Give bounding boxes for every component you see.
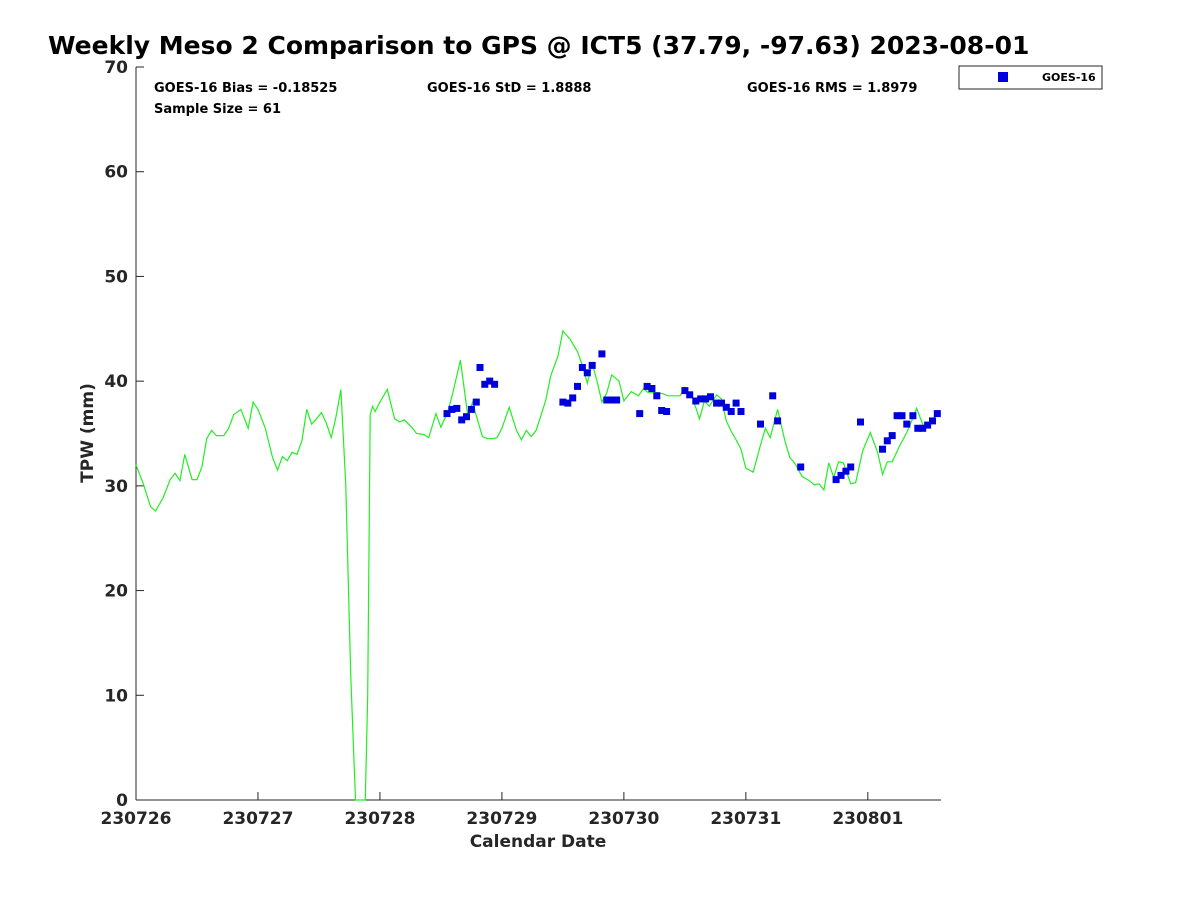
gps-tpw-line [135,329,941,801]
goes16-point [443,410,451,418]
x-tick-label: 230731 [710,809,781,829]
stat-sample-size: Sample Size = 61 [154,102,281,117]
goes16-point [486,377,494,385]
x-tick-label: 230801 [832,809,903,829]
goes16-point [598,350,606,358]
goes16-point [847,463,855,471]
goes16-point [929,417,936,425]
y-tick-label: 40 [104,372,128,392]
goes16-point [686,391,694,399]
goes16-point [707,393,714,401]
goes16-point [924,421,932,429]
y-tick-label: 0 [116,791,128,811]
goes16-point [879,445,886,453]
legend: GOES-16 [958,65,1103,90]
x-axis-label: Calendar Date [470,832,607,852]
goes16-point [933,410,941,418]
plot-frame [136,67,941,800]
goes16-point [893,412,901,420]
plot-area: 230726 230727 230728 230729 230730 230731 2308… [101,58,941,829]
x-axis: 230726 230727 230728 230729 230730 230731 2308… [101,792,903,829]
goes16-point [919,424,927,432]
y-tick-label: 50 [104,267,128,287]
goes16-point [481,380,489,388]
goes16-point [603,396,611,404]
x-tick-label: 230726 [101,809,172,829]
legend-marker-goes16 [998,72,1008,82]
y-axis: 0 10 20 30 40 50 60 70 [104,58,144,811]
goes16-point [914,424,922,432]
goes16-point [608,396,616,404]
goes16-point [857,418,864,426]
y-tick-label: 60 [104,163,128,183]
goes16-point [467,405,475,413]
goes16-point [648,385,656,392]
chart-title: Weekly Meso 2 Comparison to GPS @ ICT5 (… [48,31,1029,60]
goes16-point [653,392,661,400]
goes16-point [458,416,466,424]
goes16-point [578,364,586,371]
goes16-point [718,399,725,407]
series-layer [135,329,941,801]
goes16-point [769,392,777,400]
goes16-point [797,463,805,471]
goes16-point [453,404,461,412]
legend-label-goes16: GOES-16 [1042,71,1096,84]
goes16-point [472,398,480,406]
y-tick-label: 30 [104,477,128,497]
stat-rms: GOES-16 RMS = 1.8979 [747,81,917,96]
goes16-point [569,394,577,402]
goes16-point [837,471,845,479]
goes16-point [713,399,721,407]
goes16-point [559,398,567,406]
stat-bias: GOES-16 Bias = -0.18525 [154,81,337,96]
stat-std: GOES-16 StD = 1.8888 [427,81,591,96]
goes16-point [636,410,644,418]
goes16-point [722,403,730,411]
goes16-point [663,408,671,415]
goes16-point [476,364,484,371]
goes16-point [681,387,689,395]
goes16-point [909,412,917,420]
goes16-point [692,397,700,405]
x-tick-label: 230727 [222,809,293,829]
goes16-point [898,412,906,420]
y-tick-label: 70 [104,58,128,78]
goes16-point [737,408,745,415]
goes16-point [658,407,666,414]
goes16-point [613,396,621,404]
y-tick-label: 10 [104,686,128,706]
goes16-point [842,467,850,475]
goes16-point [888,432,896,440]
goes16-point [574,382,581,390]
goes16-point [643,382,651,390]
x-tick-label: 230730 [588,809,659,829]
legend-box [958,65,1103,90]
goes16-point [583,369,591,377]
goes16-point [883,437,891,445]
goes16-point [564,399,572,407]
x-tick-label: 230728 [344,809,415,829]
goes16-point [732,399,740,407]
goes16-point [491,380,499,388]
y-axis-label: TPW (mm) [78,383,98,483]
goes16-point [697,395,705,403]
goes16-point [832,476,840,484]
goes16-point [757,420,764,428]
x-tick-label: 230729 [466,809,537,829]
goes16-point [588,361,596,369]
goes16-point [903,420,911,428]
goes16-point [702,395,710,403]
goes16-point [463,413,470,421]
goes16-point [448,405,456,413]
goes16-point [774,417,782,425]
goes16-point [727,408,735,415]
y-tick-label: 20 [104,582,128,602]
